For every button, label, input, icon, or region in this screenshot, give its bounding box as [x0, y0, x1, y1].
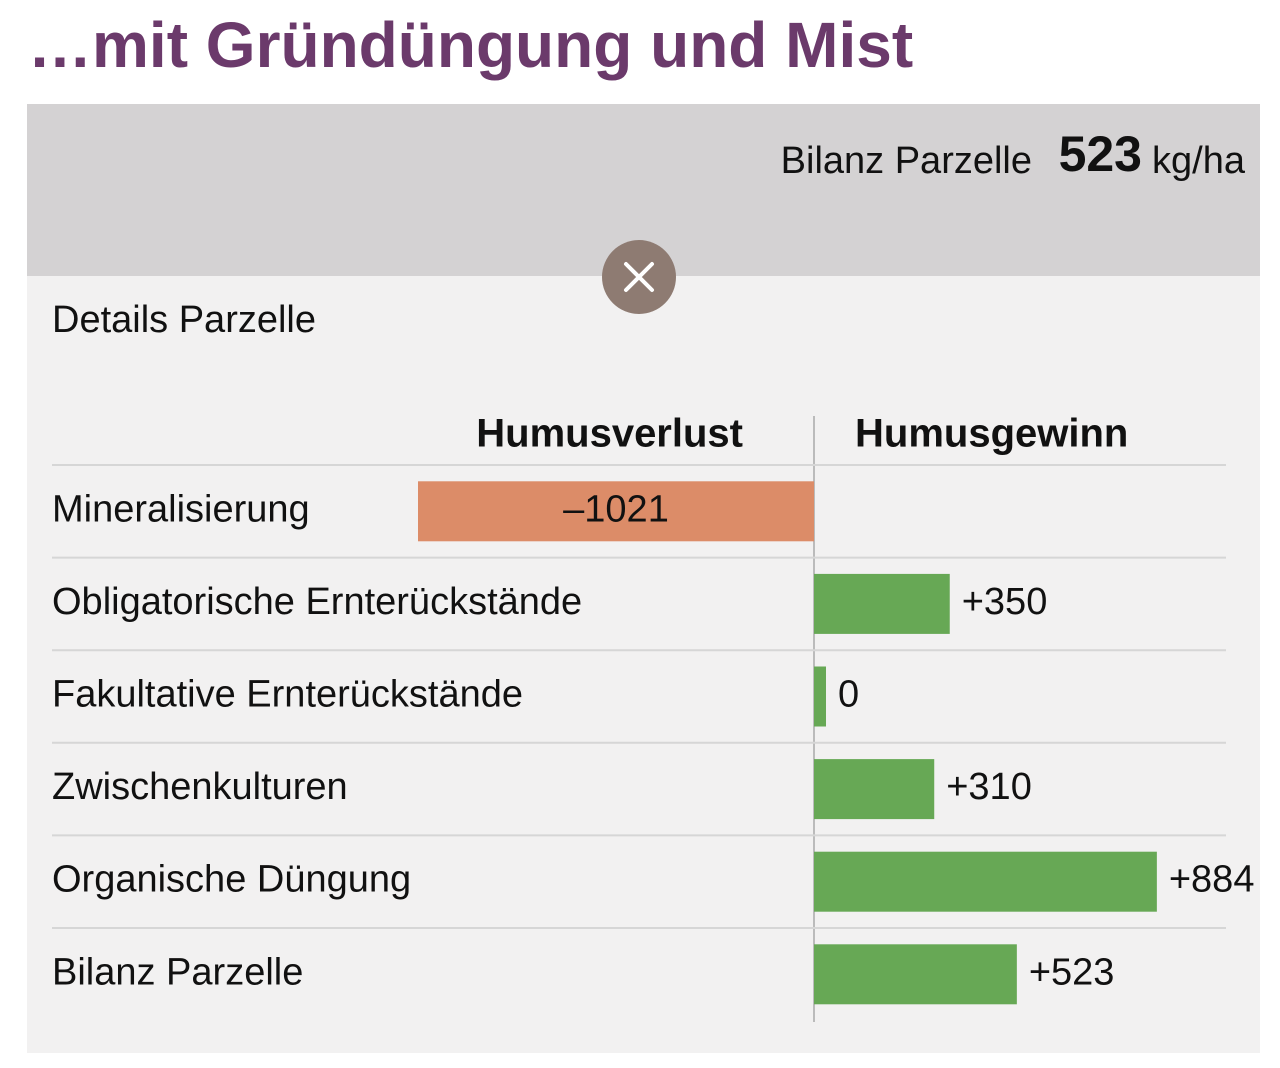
bar — [814, 666, 826, 727]
page-title: …mit Gründüngung und Mist — [28, 9, 913, 81]
bar — [814, 944, 1017, 1005]
row-label: Obligatorische Ernterückstände — [52, 581, 582, 623]
summary-value: 523 — [1059, 126, 1142, 182]
value-label: 0 — [838, 674, 859, 716]
value-label: +350 — [962, 581, 1048, 623]
row-label: Bilanz Parzelle — [52, 951, 303, 993]
row-label: Mineralisierung — [52, 488, 310, 530]
close-icon[interactable] — [624, 262, 654, 292]
value-label: +884 — [1169, 859, 1255, 901]
close-button[interactable] — [602, 240, 676, 314]
bar — [814, 573, 950, 634]
details-title: Details Parzelle — [52, 299, 316, 341]
value-label: –1021 — [563, 488, 669, 530]
bar — [814, 759, 935, 820]
bar — [814, 851, 1157, 912]
value-label: +523 — [1029, 951, 1115, 993]
column-label: Humusgewinn — [855, 412, 1128, 456]
summary-label: Bilanz Parzelle — [781, 140, 1032, 182]
bar — [418, 481, 814, 542]
value-label: +310 — [946, 766, 1032, 808]
row-label: Fakultative Ernterückstände — [52, 674, 523, 716]
summary-unit: kg/ha — [1152, 140, 1246, 182]
column-label: Humusverlust — [476, 412, 743, 456]
row-label: Zwischenkulturen — [52, 766, 348, 808]
row-label: Organische Düngung — [52, 859, 411, 901]
